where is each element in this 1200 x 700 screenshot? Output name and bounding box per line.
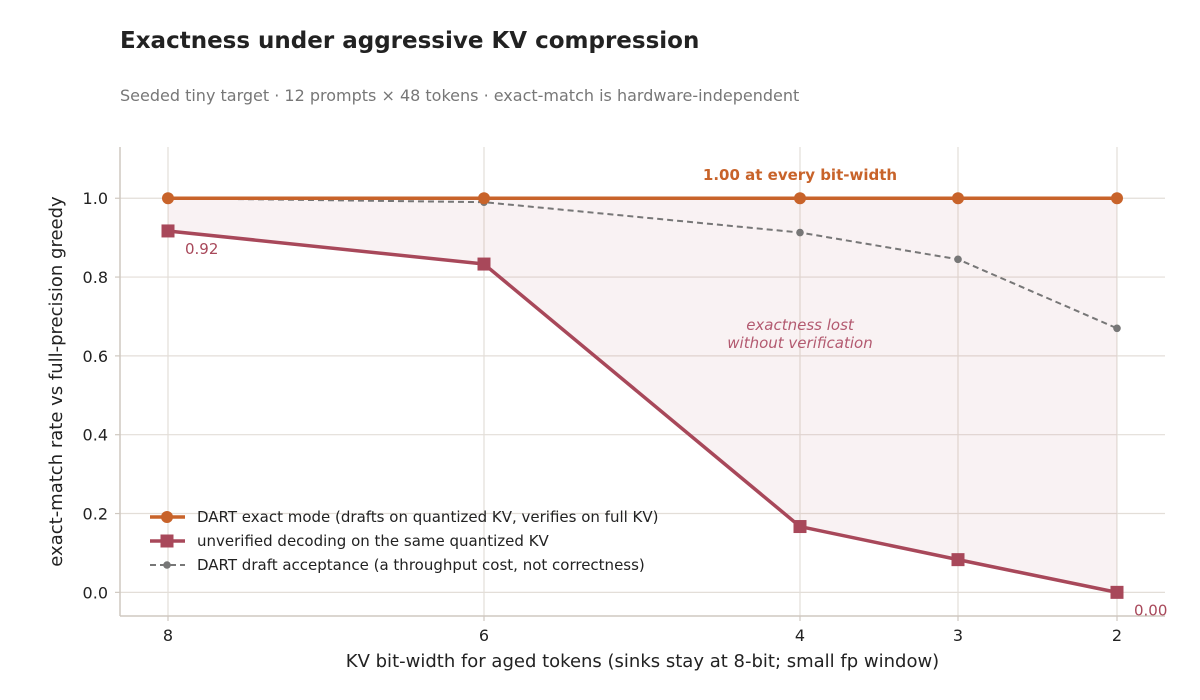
legend-marker [163, 561, 171, 569]
x-tick-label: 3 [953, 626, 963, 645]
legend: DART exact mode (drafts on quantized KV,… [150, 508, 659, 574]
y-tick-label: 1.0 [83, 189, 108, 208]
y-axis-label: exact-match rate vs full-precision greed… [46, 196, 67, 567]
legend-label: unverified decoding on the same quantize… [197, 532, 550, 550]
data-point [1113, 324, 1121, 333]
x-tick-labels: 8 6 4 3 2 [163, 616, 1122, 645]
x-axis-label: KV bit-width for aged tokens (sinks stay… [346, 651, 939, 672]
chart-subtitle: Seeded tiny target · 12 prompts × 48 tok… [120, 86, 800, 105]
x-tick-label: 6 [479, 626, 489, 645]
exact-annotation: 1.00 at every bit-width [703, 166, 897, 184]
x-tick-label: 2 [1112, 626, 1122, 645]
axes [119, 147, 1165, 617]
y-tick-label: 0.8 [83, 268, 108, 287]
legend-entry: DART draft acceptance (a throughput cost… [150, 556, 645, 574]
data-point [161, 224, 175, 238]
data-point [954, 255, 962, 264]
x-tick-label: 4 [795, 626, 805, 645]
data-point [793, 520, 807, 534]
gap-annotation-line1: exactness lost [746, 316, 855, 334]
data-point [796, 228, 804, 237]
data-point [478, 192, 490, 205]
legend-label: DART exact mode (drafts on quantized KV,… [197, 508, 659, 526]
series-unverified [161, 224, 1124, 599]
y-tick-labels: 0.0 0.2 0.4 0.6 0.8 1.0 [83, 189, 120, 602]
x-tick-label: 8 [163, 626, 173, 645]
legend-label: DART draft acceptance (a throughput cost… [197, 556, 645, 574]
data-point [952, 192, 964, 205]
last-value-label: 0.00 [1134, 601, 1167, 619]
first-value-label: 0.92 [185, 240, 218, 258]
legend-marker [160, 534, 174, 548]
legend-entry: unverified decoding on the same quantize… [150, 532, 550, 550]
y-tick-label: 0.6 [83, 347, 108, 366]
data-point [477, 257, 491, 271]
data-point [794, 192, 806, 205]
legend-marker [161, 511, 173, 523]
y-tick-label: 0.2 [83, 505, 108, 524]
series-layer [161, 192, 1124, 599]
chart-title: Exactness under aggressive KV compressio… [120, 28, 700, 54]
y-tick-label: 0.4 [83, 426, 108, 445]
data-point [1110, 585, 1124, 599]
series-dart-exact [162, 192, 1123, 205]
data-point [162, 192, 174, 205]
data-point [1111, 192, 1123, 205]
gap-annotation-line2: without verification [727, 334, 872, 352]
legend-entry: DART exact mode (drafts on quantized KV,… [150, 508, 659, 526]
y-tick-label: 0.0 [83, 583, 108, 602]
data-point [951, 553, 965, 567]
